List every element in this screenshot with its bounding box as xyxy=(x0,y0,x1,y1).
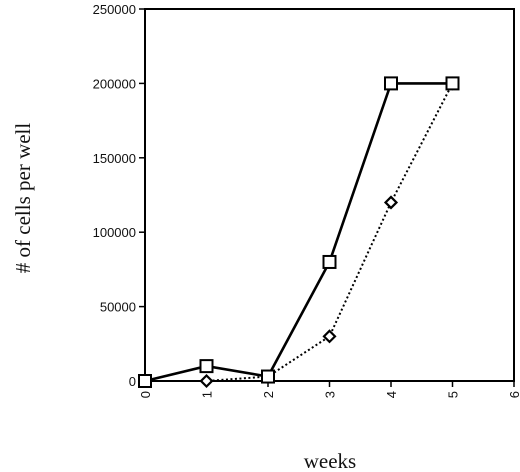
square-marker xyxy=(384,76,398,91)
y-tick-label: 150000 xyxy=(93,151,136,166)
series-line-square xyxy=(144,82,453,383)
diamond-marker xyxy=(322,329,337,344)
square-marker xyxy=(322,254,337,269)
x-tick-label: 6 xyxy=(507,391,520,398)
y-tick-label: 50000 xyxy=(100,300,136,315)
square-marker xyxy=(261,369,275,384)
x-axis: 0 1 2 3 4 5 6 xyxy=(138,381,520,398)
y-axis-title: # of cells per well xyxy=(11,123,35,274)
x-tick-label: 1 xyxy=(200,391,215,398)
diamond-marker xyxy=(383,195,399,210)
y-tick-label: 0 xyxy=(129,374,136,389)
series-layer xyxy=(137,76,460,389)
x-tick-label: 3 xyxy=(323,391,338,398)
x-tick-label: 2 xyxy=(261,391,276,398)
y-axis: 0 50000 100000 150000 200000 250000 xyxy=(93,2,145,389)
series-line-diamond xyxy=(145,82,454,382)
y-tick-label: 200000 xyxy=(93,76,136,91)
x-tick-label: 0 xyxy=(138,391,153,398)
y-tick-label: 250000 xyxy=(93,2,136,17)
square-marker xyxy=(138,374,152,388)
x-axis-title: weeks xyxy=(304,449,356,472)
x-tick-label: 5 xyxy=(446,391,461,398)
plot-frame xyxy=(144,8,515,382)
y-tick-label: 100000 xyxy=(93,225,136,240)
x-tick-label: 4 xyxy=(384,391,399,398)
square-marker xyxy=(445,76,460,91)
diamond-marker xyxy=(199,373,214,389)
square-marker xyxy=(199,359,214,374)
